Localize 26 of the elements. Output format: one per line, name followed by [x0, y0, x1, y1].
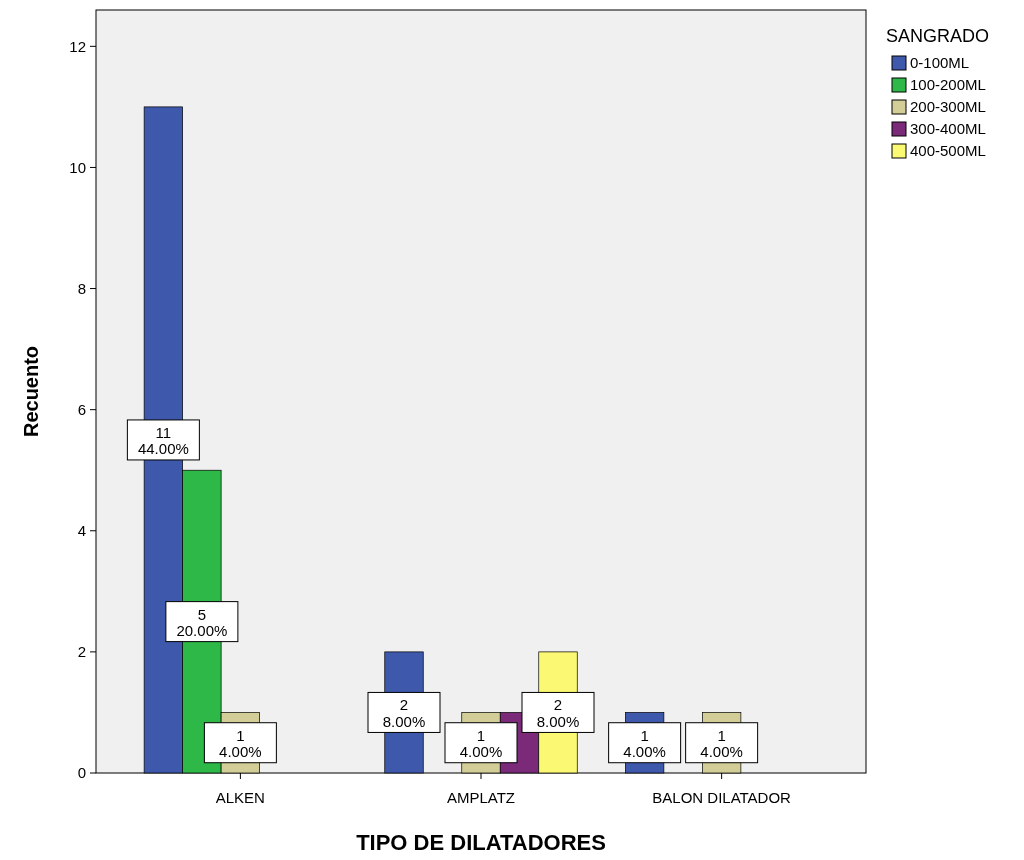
y-tick-label: 8 — [77, 279, 86, 297]
x-tick-label: ALKEN — [215, 789, 265, 806]
x-tick-label: AMPLATZ — [446, 789, 516, 806]
data-label: 2 8.00% — [536, 696, 580, 730]
data-label: 1 4.00% — [700, 726, 743, 761]
x-axis-title: TIPO DE DILATADORES — [356, 830, 606, 855]
y-tick-label: 0 — [77, 764, 86, 782]
legend-label: 300-400ML — [910, 120, 986, 138]
data-label: 1 4.00% — [459, 726, 503, 761]
data-label: 2 8.00% — [382, 696, 426, 730]
y-tick-label: 4 — [77, 522, 86, 540]
legend-label: 200-300ML — [910, 98, 986, 116]
y-tick-label: 10 — [69, 158, 86, 176]
y-tick-label: 2 — [77, 643, 86, 661]
legend-title: SANGRADO — [886, 26, 990, 46]
legend-label: 0-100ML — [910, 54, 970, 72]
y-tick-label: 12 — [69, 37, 86, 55]
data-label: 1 4.00% — [219, 726, 262, 761]
data-label: 1 4.00% — [623, 726, 666, 761]
legend-label: 100-200ML — [910, 76, 986, 94]
x-tick-label: BALON DILATADOR — [652, 789, 792, 806]
legend-label: 400-500ML — [910, 142, 986, 160]
data-label: 5 20.00% — [176, 605, 228, 640]
y-tick-label: 6 — [77, 400, 86, 418]
data-label: 11 44.00% — [137, 423, 189, 458]
y-axis-title: Recuento — [20, 345, 42, 438]
